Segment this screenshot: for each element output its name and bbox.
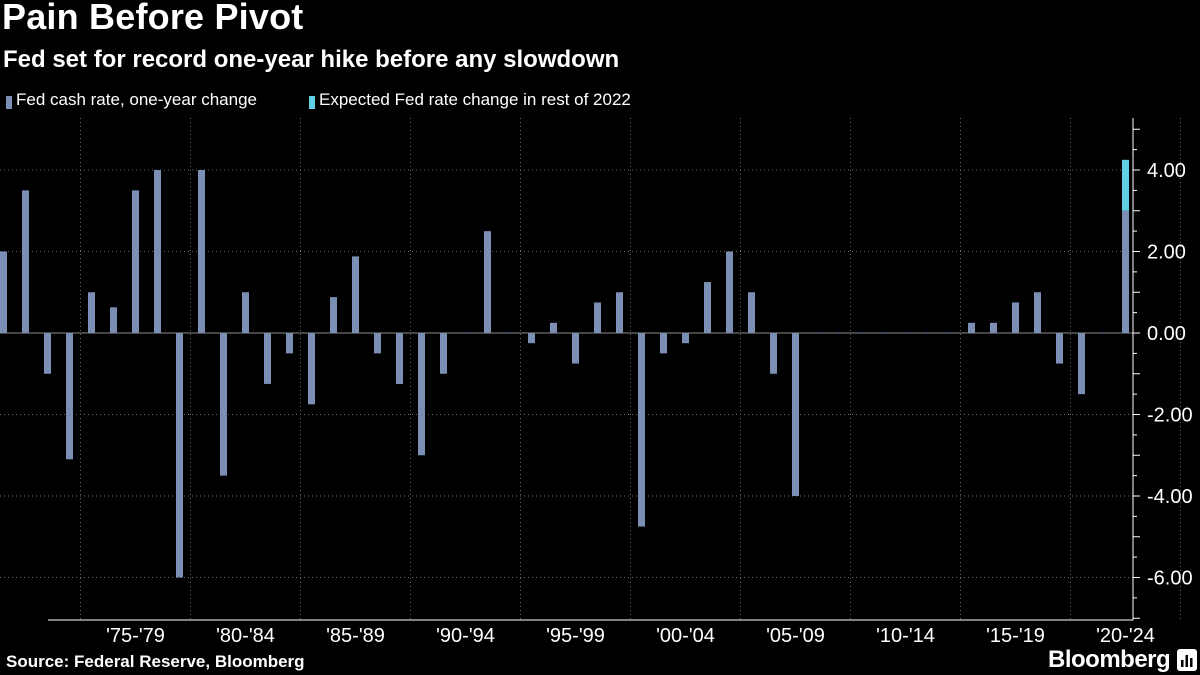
- bar-expected-rate-change-2022: [1122, 159, 1129, 211]
- bar-fed-cash-rate-1973: [44, 333, 51, 374]
- bar-fed-cash-rate-2016: [990, 322, 997, 333]
- x-tick-label: '20-'24: [1096, 625, 1155, 647]
- bar-fed-cash-rate-2007: [792, 333, 799, 496]
- x-tick-label: '85-'89: [326, 625, 385, 647]
- source-note: Source: Federal Reserve, Bloomberg: [6, 652, 305, 671]
- chart-title: Pain Before Pivot: [2, 0, 304, 37]
- x-tick-label: '90-'94: [436, 625, 495, 647]
- bar-fed-cash-rate-2022: [1122, 210, 1129, 333]
- y-tick-label: -2.00: [1147, 405, 1193, 427]
- bar-fed-cash-rate-1978: [154, 170, 161, 333]
- x-tick-label: '80-'84: [216, 625, 275, 647]
- y-tick-label: 2.00: [1147, 242, 1186, 264]
- bar-fed-cash-rate-2011: [880, 332, 887, 334]
- bar-fed-cash-rate-2006: [770, 333, 777, 374]
- bar-fed-cash-rate-1994: [506, 332, 513, 334]
- bar-fed-cash-rate-1987: [352, 256, 359, 333]
- bar-fed-cash-rate-2013: [924, 332, 931, 334]
- y-tick-label: -6.00: [1147, 568, 1193, 590]
- bar-fed-cash-rate-2018: [1034, 292, 1041, 333]
- bar-fed-cash-rate-2017: [1012, 302, 1019, 333]
- x-tick-label: '15-'19: [986, 625, 1045, 647]
- bar-fed-cash-rate-1976: [110, 307, 117, 333]
- legend-label-expected-rate-change: Expected Fed rate change in rest of 2022: [319, 90, 631, 109]
- bar-fed-cash-rate-2001: [660, 333, 667, 354]
- bar-fed-cash-rate-2012: [902, 332, 909, 334]
- bar-fed-cash-rate-1974: [66, 333, 73, 460]
- x-tick-label: '10-'14: [876, 625, 935, 647]
- y-tick-label: 0.00: [1147, 323, 1186, 345]
- chart-subtitle: Fed set for record one-year hike before …: [3, 46, 620, 73]
- bar-fed-cash-rate-2008: [814, 332, 821, 334]
- bar-fed-cash-rate-2000: [638, 333, 645, 527]
- bar-fed-cash-rate-2020: [1078, 333, 1085, 395]
- x-tick-label: '95-'99: [546, 625, 605, 647]
- bar-fed-cash-rate-2004: [726, 251, 733, 333]
- bar-fed-cash-rate-2014: [946, 332, 953, 334]
- bar-fed-cash-rate-1989: [396, 333, 403, 384]
- bar-fed-cash-rate-1999: [616, 292, 623, 333]
- bar-fed-cash-rate-1983: [264, 333, 271, 384]
- bar-fed-cash-rate-1975: [88, 292, 95, 333]
- bar-fed-cash-rate-1977: [132, 190, 139, 333]
- bar-fed-cash-rate-1986: [330, 297, 337, 333]
- bar-fed-cash-rate-1991: [440, 333, 447, 374]
- bar-fed-cash-rate-1988: [374, 333, 381, 354]
- bar-fed-cash-rate-2019: [1056, 333, 1063, 364]
- bar-fed-cash-rate-2021: [1100, 332, 1107, 334]
- bar-fed-cash-rate-1985: [308, 333, 315, 405]
- bar-fed-cash-rate-1980: [198, 170, 205, 333]
- legend-swatch-fed-cash-rate: [6, 96, 12, 109]
- x-tick-label: '75-'79: [106, 625, 165, 647]
- bar-fed-cash-rate-1982: [242, 292, 249, 333]
- bar-fed-cash-rate-1992: [462, 332, 469, 334]
- bar-fed-cash-rate-1996: [550, 322, 557, 333]
- bar-fed-cash-rate-2003: [704, 282, 711, 333]
- legend-label-fed-cash-rate: Fed cash rate, one-year change: [16, 90, 257, 109]
- bloomberg-terminal-icon: [1177, 649, 1197, 671]
- bar-fed-cash-rate-1972: [22, 190, 29, 333]
- bar-fed-cash-rate-1990: [418, 333, 425, 456]
- bar-fed-cash-rate-1971: [0, 251, 7, 333]
- bar-fed-cash-rate-1981: [220, 333, 227, 476]
- x-tick-label: '05-'09: [766, 625, 825, 647]
- y-tick-label: 4.00: [1147, 160, 1186, 182]
- bar-fed-cash-rate-2005: [748, 292, 755, 333]
- x-tick-label: '00-'04: [656, 625, 715, 647]
- bar-fed-cash-rate-2002: [682, 333, 689, 344]
- bar-fed-cash-rate-1979: [176, 333, 183, 578]
- bar-fed-cash-rate-1993: [484, 231, 491, 333]
- bar-fed-cash-rate-2010: [858, 332, 865, 334]
- legend-swatch-expected-rate-change: [309, 96, 315, 109]
- bar-fed-cash-rate-1995: [528, 333, 535, 344]
- bar-fed-cash-rate-1997: [572, 333, 579, 364]
- bloomberg-logo: Bloomberg: [1048, 646, 1171, 673]
- y-tick-label: -4.00: [1147, 486, 1193, 508]
- bar-fed-cash-rate-2009: [836, 332, 843, 334]
- bar-fed-cash-rate-1998: [594, 302, 601, 333]
- bar-fed-cash-rate-2015: [968, 322, 975, 333]
- bar-fed-cash-rate-1984: [286, 333, 293, 354]
